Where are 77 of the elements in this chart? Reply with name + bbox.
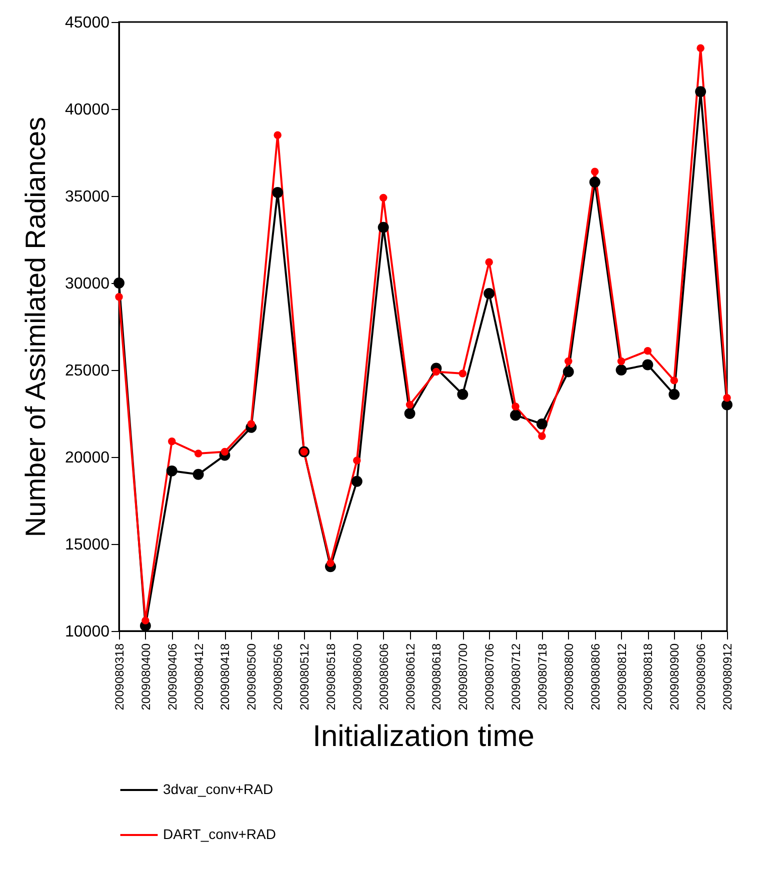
x-tick-label: 2009080406 bbox=[165, 643, 180, 710]
x-tick-label: 2009080512 bbox=[298, 643, 312, 710]
point bbox=[564, 357, 572, 366]
y-tick-label: 20000 bbox=[65, 450, 110, 466]
x-tick-label: 2009080318 bbox=[112, 643, 126, 710]
point bbox=[274, 131, 282, 139]
point bbox=[458, 370, 467, 378]
point bbox=[485, 258, 493, 266]
point bbox=[379, 194, 388, 202]
point bbox=[562, 366, 574, 378]
point bbox=[457, 388, 468, 400]
y-tick-label: 35000 bbox=[65, 188, 110, 206]
point bbox=[510, 410, 521, 421]
point bbox=[696, 44, 704, 52]
point bbox=[115, 293, 123, 301]
x-tick-label: 2009080418 bbox=[218, 643, 232, 710]
point bbox=[351, 476, 362, 487]
point bbox=[247, 420, 256, 428]
x-tick-label: 2009080412 bbox=[192, 643, 206, 710]
x-tick-label: 2009080818 bbox=[641, 643, 656, 710]
y-tick-label: 25000 bbox=[65, 362, 110, 380]
y-tick-label: 30000 bbox=[65, 276, 110, 292]
x-tick-label: 2009080606 bbox=[376, 643, 391, 710]
point bbox=[617, 357, 626, 366]
point bbox=[353, 456, 361, 464]
y-tick-label: 10000 bbox=[65, 624, 110, 640]
point bbox=[114, 278, 124, 288]
point bbox=[723, 394, 731, 402]
x-axis-title: Initialization time bbox=[312, 720, 534, 754]
point bbox=[404, 408, 416, 419]
point bbox=[722, 399, 732, 410]
point bbox=[168, 437, 176, 446]
point bbox=[590, 168, 599, 176]
point bbox=[538, 432, 546, 440]
point bbox=[220, 448, 229, 456]
point bbox=[142, 616, 150, 624]
point bbox=[192, 468, 204, 480]
point bbox=[670, 376, 678, 384]
x-tick-label: 2009080706 bbox=[482, 643, 497, 710]
y-tick-label: 15000 bbox=[65, 536, 110, 554]
legend-label: DART_conv+RAD bbox=[163, 826, 276, 842]
x-tick-label: 2009080712 bbox=[509, 643, 524, 710]
y-axis-title: Number of Assimilated Radiances bbox=[20, 116, 52, 538]
point bbox=[512, 402, 520, 410]
legend-label: 3dvar_conv+RAD bbox=[163, 781, 274, 797]
point bbox=[616, 364, 627, 376]
point bbox=[644, 346, 652, 355]
x-tick-label: 2009080600 bbox=[350, 643, 364, 710]
x-tick-label: 2009080900 bbox=[668, 643, 682, 710]
x-tick-label: 2009080718 bbox=[535, 643, 550, 710]
x-tick-label: 2009080506 bbox=[271, 643, 286, 710]
point bbox=[432, 368, 440, 376]
point bbox=[272, 187, 284, 198]
x-tick-label: 2009080612 bbox=[403, 643, 418, 710]
x-tick-label: 2009080618 bbox=[430, 643, 444, 710]
y-tick-label: 45000 bbox=[65, 14, 110, 32]
x-tick-label: 2009080912 bbox=[720, 643, 734, 710]
point bbox=[642, 359, 654, 370]
point bbox=[194, 450, 202, 458]
point bbox=[166, 465, 178, 476]
x-tick-label: 2009080500 bbox=[244, 643, 259, 710]
point bbox=[326, 559, 334, 568]
point bbox=[668, 388, 680, 400]
point bbox=[536, 418, 548, 430]
y-tick-label: 40000 bbox=[65, 102, 110, 118]
x-tick-label: 2009080800 bbox=[562, 643, 576, 710]
point bbox=[589, 176, 600, 188]
x-tick-label: 2009080812 bbox=[614, 643, 629, 710]
point bbox=[484, 288, 495, 299]
point bbox=[378, 222, 389, 233]
x-tick-label: 2009080518 bbox=[324, 643, 338, 710]
x-tick-label: 2009080906 bbox=[694, 643, 708, 710]
x-tick-label: 2009080806 bbox=[588, 643, 602, 710]
point bbox=[406, 400, 414, 409]
point bbox=[695, 86, 706, 98]
x-tick-label: 2009080400 bbox=[138, 643, 153, 710]
x-tick-label: 2009080700 bbox=[456, 643, 470, 710]
